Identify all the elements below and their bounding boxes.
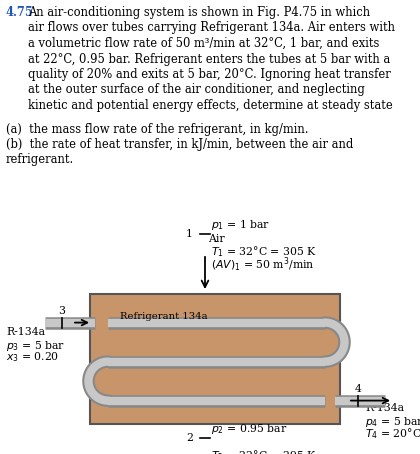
Text: kinetic and potential energy effects, determine at steady state: kinetic and potential energy effects, de… (28, 99, 393, 112)
Text: Air: Air (208, 234, 225, 244)
Text: refrigerant.: refrigerant. (6, 153, 74, 167)
Bar (90, 294, 340, 424)
Text: 4: 4 (354, 384, 362, 394)
Text: at the outer surface of the air conditioner, and neglecting: at the outer surface of the air conditio… (28, 84, 365, 97)
Text: $T_2$ = 22°C = 295 K: $T_2$ = 22°C = 295 K (211, 448, 317, 454)
Text: (a)  the mass flow rate of the refrigerant, in kg/min.: (a) the mass flow rate of the refrigeran… (6, 123, 309, 135)
Text: 3: 3 (58, 306, 66, 316)
Text: 4.75: 4.75 (6, 6, 34, 19)
Text: $T_4$ = 20°C: $T_4$ = 20°C (365, 427, 420, 441)
Text: quality of 20% and exits at 5 bar, 20°C. Ignoring heat transfer: quality of 20% and exits at 5 bar, 20°C.… (28, 68, 391, 81)
Text: air flows over tubes carrying Refrigerant 134a. Air enters with: air flows over tubes carrying Refrigeran… (28, 21, 395, 35)
Text: $T_1$ = 32°C = 305 K: $T_1$ = 32°C = 305 K (211, 244, 317, 259)
Text: $p_3$ = 5 bar: $p_3$ = 5 bar (6, 339, 65, 353)
Text: $(AV)_1$ = 50 m$^3$/min: $(AV)_1$ = 50 m$^3$/min (211, 256, 315, 274)
Text: R-134a: R-134a (365, 403, 404, 413)
Text: 1: 1 (186, 229, 193, 239)
Text: Refrigerant 134a: Refrigerant 134a (120, 311, 207, 321)
Text: An air-conditioning system is shown in Fig. P4.75 in which: An air-conditioning system is shown in F… (28, 6, 370, 19)
Text: $x_3$ = 0.20: $x_3$ = 0.20 (6, 350, 59, 365)
Text: at 22°C, 0.95 bar. Refrigerant enters the tubes at 5 bar with a: at 22°C, 0.95 bar. Refrigerant enters th… (28, 53, 390, 65)
Text: (b)  the rate of heat transfer, in kJ/min, between the air and: (b) the rate of heat transfer, in kJ/min… (6, 138, 353, 151)
Text: $p_2$ = 0.95 bar: $p_2$ = 0.95 bar (211, 422, 287, 436)
Text: 2: 2 (186, 433, 193, 443)
Text: R-134a: R-134a (6, 326, 45, 336)
Text: $p_4$ = 5 bar: $p_4$ = 5 bar (365, 415, 420, 429)
Text: a volumetric flow rate of 50 m³/min at 32°C, 1 bar, and exits: a volumetric flow rate of 50 m³/min at 3… (28, 37, 379, 50)
Text: $p_1$ = 1 bar: $p_1$ = 1 bar (211, 218, 270, 232)
